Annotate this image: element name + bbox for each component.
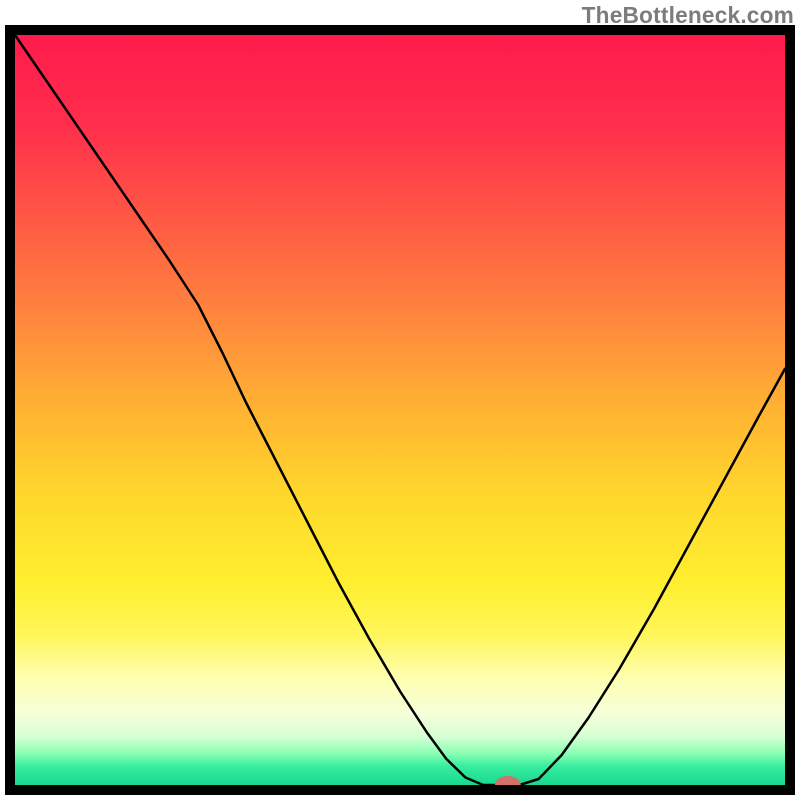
gradient-background [15, 35, 785, 785]
watermark-text: TheBottleneck.com [582, 2, 794, 29]
bottleneck-chart [0, 0, 800, 800]
chart-container: TheBottleneck.com [0, 0, 800, 800]
